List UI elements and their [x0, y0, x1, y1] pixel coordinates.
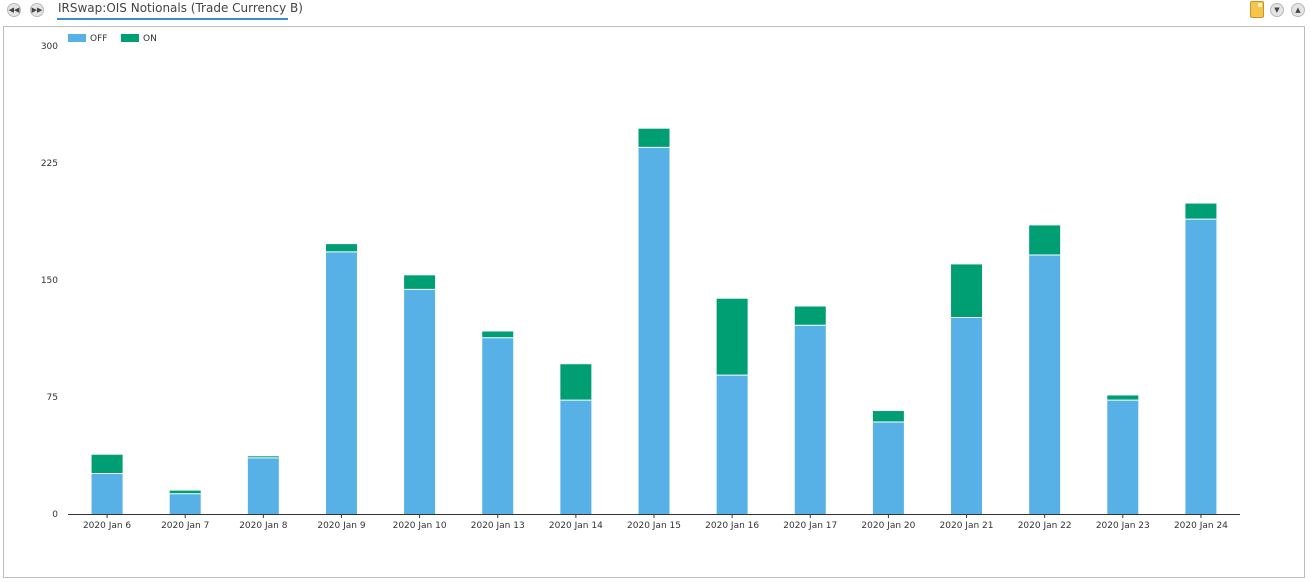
bar-on[interactable] [482, 331, 514, 338]
bar-off[interactable] [482, 337, 514, 514]
bar-on[interactable] [1107, 395, 1139, 401]
bar-on[interactable] [872, 411, 904, 422]
x-tick-label: 2020 Jan 20 [861, 521, 915, 531]
x-tick-label: 2020 Jan 17 [783, 521, 837, 531]
bar-on[interactable] [951, 264, 983, 318]
bar-on[interactable] [638, 128, 670, 148]
bar-off[interactable] [872, 421, 904, 514]
bar-on[interactable] [716, 298, 748, 376]
x-tick-label: 2020 Jan 13 [471, 521, 525, 531]
x-tick-label: 2020 Jan 24 [1174, 521, 1228, 531]
legend-label-off: OFF [90, 34, 107, 44]
bar-off[interactable] [1029, 255, 1061, 515]
bar-off[interactable] [560, 400, 592, 514]
bar-off[interactable] [1107, 400, 1139, 514]
x-tick-label: 2020 Jan 16 [705, 521, 759, 531]
title-bar: ◀◀ ▶▶ IRSwap:OIS Notionals (Trade Curren… [0, 0, 1311, 22]
bar-on[interactable] [1185, 203, 1217, 220]
bar-on[interactable] [404, 275, 436, 290]
bar-on[interactable] [91, 454, 123, 474]
legend-swatch-on [121, 34, 139, 42]
x-tick-label: 2020 Jan 7 [161, 521, 209, 531]
y-tick-label: 75 [47, 393, 58, 403]
bar-off[interactable] [91, 473, 123, 514]
bar-off[interactable] [1185, 219, 1217, 514]
legend-label-on: ON [143, 34, 157, 44]
bar-on[interactable] [560, 364, 592, 401]
bar-off[interactable] [404, 289, 436, 514]
bar-on[interactable] [794, 306, 826, 326]
x-tick-label: 2020 Jan 15 [627, 521, 681, 531]
chevron-down-icon[interactable]: ▼ [1270, 3, 1284, 17]
legend-swatch-off [68, 34, 86, 42]
bar-on[interactable] [247, 456, 279, 458]
x-tick-label: 2020 Jan 8 [239, 521, 287, 531]
y-tick-label: 150 [41, 276, 58, 286]
bar-on[interactable] [169, 490, 201, 494]
x-tick-label: 2020 Jan 6 [83, 521, 131, 531]
x-tick-label: 2020 Jan 9 [317, 521, 365, 531]
chevron-up-icon[interactable]: ▲ [1291, 3, 1305, 17]
active-tab-indicator [57, 18, 288, 20]
x-tick-label: 2020 Jan 22 [1018, 521, 1072, 531]
x-tick-label: 2020 Jan 10 [393, 521, 447, 531]
tab-title[interactable]: IRSwap:OIS Notionals (Trade Currency B) [58, 1, 303, 15]
bar-on[interactable] [325, 244, 357, 252]
bar-off[interactable] [247, 457, 279, 514]
bar-off[interactable] [716, 375, 748, 514]
x-tick-label: 2020 Jan 23 [1096, 521, 1150, 531]
note-icon[interactable] [1250, 1, 1264, 18]
bar-off[interactable] [325, 251, 357, 515]
bar-off[interactable] [951, 317, 983, 514]
x-tick-label: 2020 Jan 14 [549, 521, 603, 531]
bar-off[interactable] [794, 325, 826, 514]
rewind-icon[interactable]: ◀◀ [7, 3, 21, 17]
y-tick-label: 225 [41, 159, 58, 169]
x-tick-label: 2020 Jan 21 [940, 521, 994, 531]
y-tick-label: 0 [52, 510, 58, 520]
bar-on[interactable] [1029, 225, 1061, 256]
fast-forward-icon[interactable]: ▶▶ [30, 3, 44, 17]
bar-off[interactable] [169, 493, 201, 514]
bar-off[interactable] [638, 147, 670, 514]
y-tick-label: 300 [41, 42, 58, 52]
